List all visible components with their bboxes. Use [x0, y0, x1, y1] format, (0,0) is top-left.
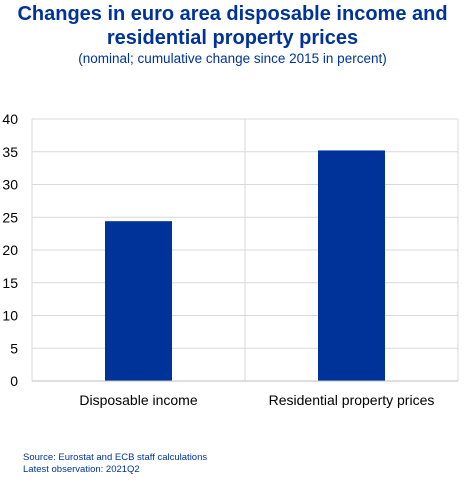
y-tick-label: 30	[2, 177, 18, 193]
latest-observation-note: Latest observation: 2021Q2	[23, 464, 140, 475]
y-tick-label: 35	[2, 144, 18, 160]
chart-title: Changes in euro area disposable income a…	[17, 3, 448, 49]
y-tick-label: 10	[2, 308, 18, 324]
y-tick-label: 25	[2, 209, 18, 225]
y-tick-label: 5	[10, 340, 18, 356]
bar-disposable-income	[105, 221, 172, 381]
bar-residential-property-prices	[318, 150, 385, 381]
y-tick-label: 20	[2, 242, 18, 258]
y-tick-label: 40	[2, 111, 18, 127]
chart-subtitle: (nominal; cumulative change since 2015 i…	[78, 51, 387, 66]
x-tick-label: Residential property prices	[269, 392, 435, 408]
source-note: Source: Eurostat and ECB staff calculati…	[23, 452, 208, 463]
y-tick-label: 15	[2, 275, 18, 291]
x-tick-label: Disposable income	[79, 392, 197, 408]
y-tick-label: 0	[10, 373, 18, 389]
